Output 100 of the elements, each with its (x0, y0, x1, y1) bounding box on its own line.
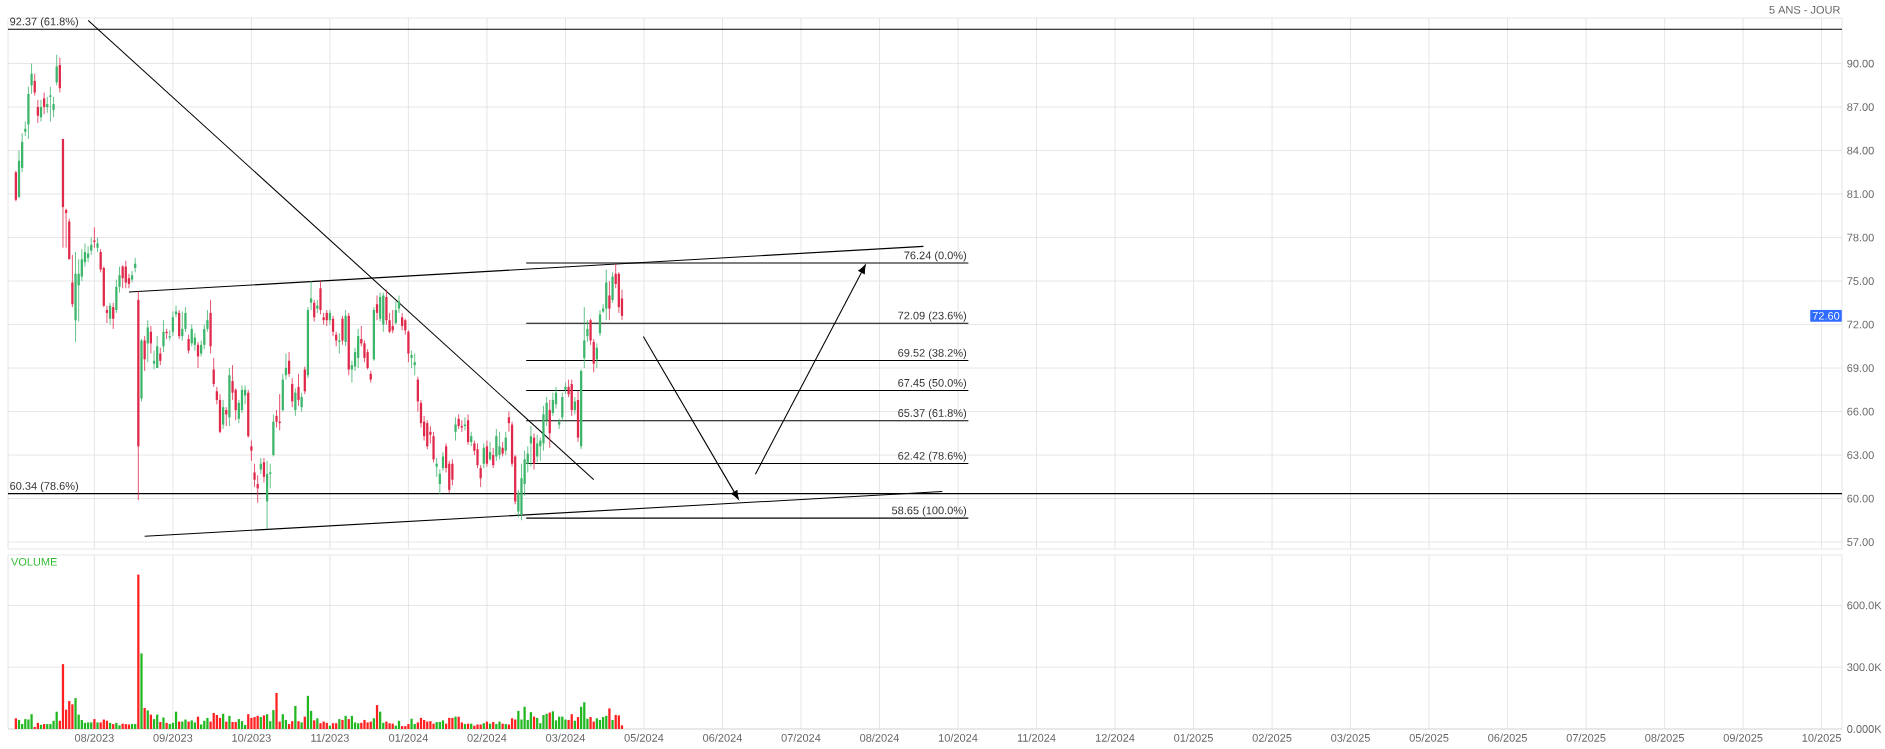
candlestick (250, 440, 253, 462)
bar (335, 723, 338, 729)
x-tick-label: 02/2024 (467, 733, 507, 742)
x-tick-label: 08/2023 (74, 733, 114, 742)
candlestick (93, 226, 96, 249)
bar (542, 714, 545, 729)
bar (347, 719, 350, 729)
y-tick-label: 600.0K (1847, 601, 1882, 610)
candlestick (611, 271, 614, 304)
bar (30, 714, 33, 729)
x-tick-label: 05/2024 (624, 733, 664, 742)
x-tick-label: 08/2024 (860, 733, 900, 742)
candlestick (36, 99, 39, 124)
candlestick (338, 332, 341, 354)
candlestick (454, 416, 457, 441)
y-tick-label: 0.000K (1847, 725, 1882, 733)
candlestick (168, 329, 171, 341)
ref-line-label: 76.24 (0.0%) (904, 251, 967, 262)
annotation: 72.60 (1812, 311, 1840, 320)
x-tick-label: 06/2025 (1488, 733, 1527, 742)
candlestick (536, 434, 539, 463)
candlestick (303, 366, 306, 395)
bar (523, 706, 526, 729)
y-tick-label: 66.00 (1847, 407, 1874, 416)
x-tick-label: 06/2024 (703, 733, 743, 742)
text: 5 ANS - JOUR (1769, 5, 1840, 14)
candlestick (331, 315, 335, 337)
bar (551, 711, 555, 729)
candlestick (498, 431, 501, 460)
candlestick (33, 73, 36, 96)
bar (510, 718, 514, 729)
bar (193, 722, 197, 729)
bar (441, 720, 445, 729)
candlestick (375, 295, 379, 321)
candlestick (379, 292, 382, 323)
candlestick (30, 63, 33, 95)
bar (152, 719, 156, 729)
candlestick (130, 270, 134, 283)
y-tick-label: 78.00 (1847, 233, 1874, 242)
candlestick (451, 458, 454, 486)
candlestick (485, 440, 489, 468)
candlestick (112, 302, 115, 330)
bar (608, 708, 611, 729)
candlestick (71, 254, 74, 308)
candlestick (608, 280, 611, 321)
x-tick-label: 01/2024 (388, 733, 428, 742)
x-tick-label: 12/2024 (1095, 733, 1135, 742)
chart-title: VOLUME (10, 557, 57, 566)
x-tick-label: 11/2023 (311, 733, 349, 742)
ref-line-label: 58.65 (100.0%) (891, 506, 967, 517)
y-tick-label: 87.00 (1847, 103, 1874, 111)
bar (162, 717, 165, 729)
x-tick-label: 07/2024 (781, 733, 821, 742)
x-tick-label: 10/2023 (232, 733, 271, 742)
x-tick-label: 09/2025 (1723, 733, 1763, 742)
candlestick (222, 399, 225, 430)
x-tick-label: 10/2025 (1802, 733, 1842, 742)
x-tick-label: 03/2025 (1331, 733, 1370, 742)
bar (611, 719, 614, 729)
candlestick (165, 328, 168, 340)
x-tick-label: 03/2024 (546, 733, 585, 742)
candlestick (341, 315, 344, 346)
bar (134, 724, 137, 729)
y-tick-label: 90.00 (1847, 59, 1874, 68)
y-tick-label: 81.00 (1847, 190, 1874, 198)
x-tick-label: 02/2025 (1252, 733, 1292, 742)
candlestick (187, 334, 190, 354)
y-tick-label: 75.00 (1847, 277, 1874, 285)
y-tick-label: 63.00 (1847, 451, 1874, 459)
bar (228, 715, 231, 729)
ref-line-label: 60.34 (78.6%) (10, 481, 79, 493)
x-tick-label: 01/2025 (1174, 733, 1213, 742)
bar (476, 724, 479, 729)
candlestick (401, 312, 404, 331)
candlestick (573, 396, 576, 415)
x-tick-label: 08/2025 (1645, 733, 1684, 742)
ref-line-label: 62.42 (78.6%) (898, 451, 967, 462)
bar (272, 710, 275, 729)
candlestick (49, 86, 52, 122)
x-tick-label: 09/2023 (153, 733, 193, 742)
candlestick (162, 319, 165, 353)
y-tick-label: 57.00 (1847, 538, 1874, 546)
candlestick (212, 357, 215, 388)
bar (372, 718, 376, 729)
candlestick (287, 351, 291, 378)
candlestick (441, 451, 445, 472)
y-tick-label: 72.00 (1847, 320, 1874, 329)
candlestick (297, 373, 300, 407)
bar (287, 724, 291, 729)
candlestick (143, 335, 146, 372)
bar (14, 718, 17, 729)
x-tick-label: 05/2025 (1409, 733, 1449, 742)
ref-line-label: 92.37 (61.8%) (10, 17, 79, 28)
ref-line-label: 72.09 (23.6%) (898, 311, 967, 322)
y-tick-label: 84.00 (1847, 146, 1874, 155)
bar (319, 723, 322, 729)
ref-line-label: 65.37 (61.8%) (898, 408, 967, 420)
x-tick-label: 10/2024 (938, 733, 978, 742)
bar (74, 698, 77, 729)
candlestick (583, 306, 586, 369)
